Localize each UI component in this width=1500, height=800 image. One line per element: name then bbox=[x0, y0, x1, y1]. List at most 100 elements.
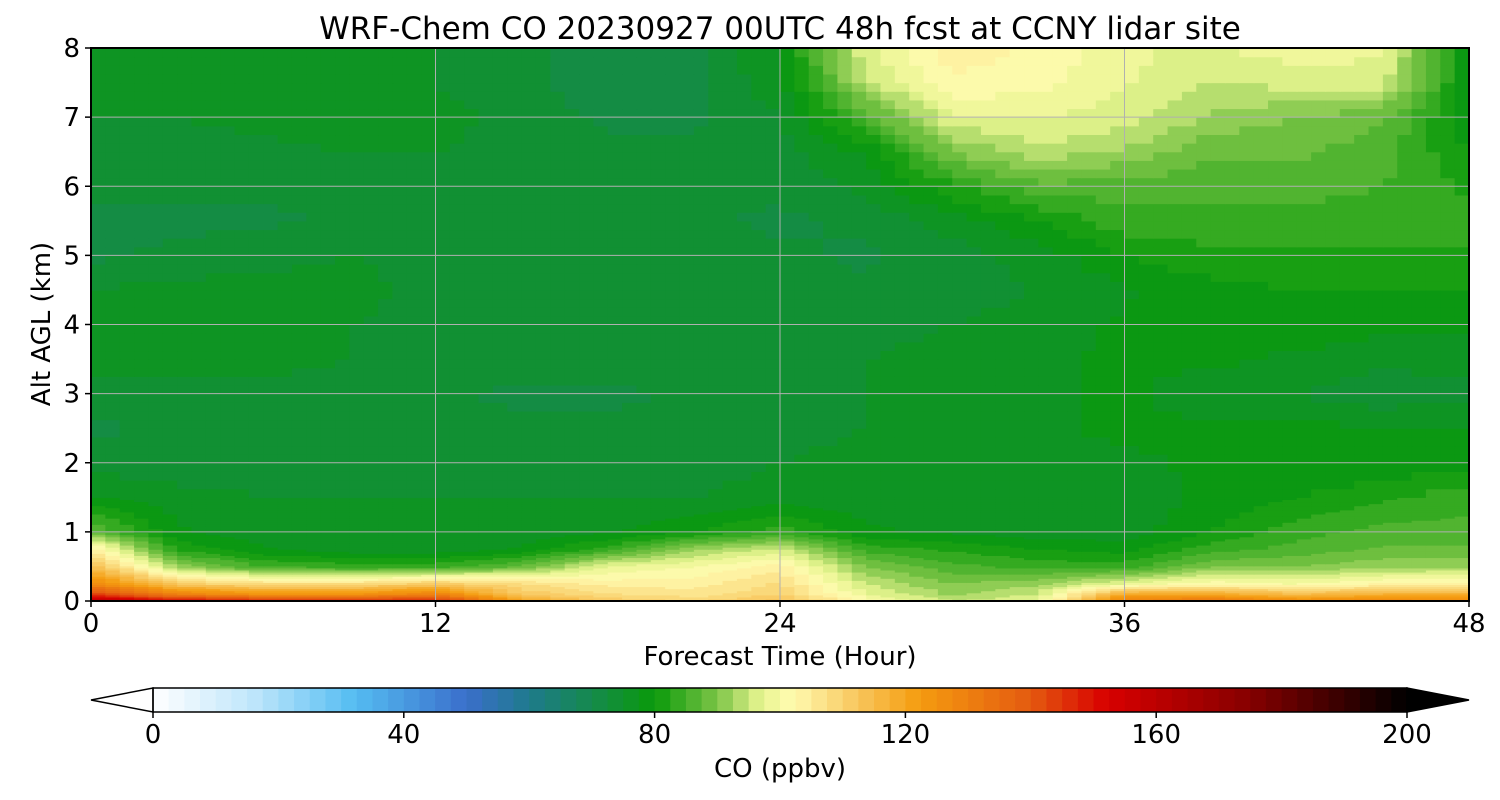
heatmap-cell bbox=[636, 551, 652, 554]
heatmap-cell bbox=[421, 584, 437, 588]
heatmap-cell bbox=[363, 528, 379, 532]
heatmap-cell bbox=[349, 590, 365, 594]
heatmap-cell bbox=[851, 549, 867, 552]
heatmap-cell bbox=[708, 503, 724, 507]
heatmap-cell bbox=[622, 488, 638, 498]
heatmap-cell bbox=[449, 526, 465, 530]
heatmap-cell bbox=[1167, 536, 1183, 540]
heatmap-cell bbox=[980, 538, 996, 542]
heatmap-cell bbox=[148, 538, 164, 542]
heatmap-cell bbox=[220, 499, 236, 503]
heatmap-cell bbox=[593, 518, 609, 521]
heatmap-cell bbox=[765, 569, 781, 573]
heatmap-cell bbox=[1397, 532, 1413, 536]
heatmap-cell bbox=[148, 540, 164, 544]
heatmap-cell bbox=[148, 515, 164, 519]
heatmap-cell bbox=[966, 507, 982, 511]
heatmap-cell bbox=[679, 557, 695, 561]
heatmap-cell bbox=[1224, 576, 1240, 579]
heatmap-cell bbox=[564, 557, 580, 561]
heatmap-cell bbox=[1311, 571, 1327, 575]
heatmap-cell bbox=[291, 522, 307, 525]
heatmap-cell bbox=[1282, 534, 1298, 538]
heatmap-cell bbox=[1268, 545, 1283, 548]
heatmap-cell bbox=[1124, 518, 1140, 521]
heatmap-cell bbox=[248, 488, 264, 498]
heatmap-cell bbox=[91, 497, 106, 500]
heatmap-cell bbox=[91, 526, 106, 530]
heatmap-cell bbox=[995, 594, 1011, 598]
heatmap-cell bbox=[1024, 480, 1039, 490]
heatmap-cell bbox=[1124, 551, 1140, 554]
heatmap-cell bbox=[191, 542, 207, 546]
heatmap-cell bbox=[263, 565, 279, 569]
heatmap-cell bbox=[392, 594, 408, 598]
heatmap-cell bbox=[1095, 567, 1111, 571]
heatmap-cell bbox=[277, 557, 293, 561]
heatmap-cell bbox=[966, 515, 982, 519]
heatmap-cell bbox=[1081, 592, 1097, 596]
heatmap-cell bbox=[306, 555, 322, 559]
heatmap-cell bbox=[177, 499, 193, 503]
heatmap-cell bbox=[392, 588, 408, 592]
heatmap-cell bbox=[91, 547, 106, 550]
heatmap-cell bbox=[349, 580, 365, 583]
heatmap-cell bbox=[665, 528, 681, 532]
heatmap-cell bbox=[866, 528, 882, 532]
heatmap-cell bbox=[823, 580, 839, 583]
heatmap-cell bbox=[1339, 582, 1355, 586]
heatmap-cell bbox=[105, 522, 121, 525]
heatmap-cell bbox=[1296, 538, 1312, 542]
heatmap-cell bbox=[665, 540, 681, 544]
heatmap-cell bbox=[1296, 555, 1312, 559]
heatmap-cell bbox=[909, 505, 925, 509]
heatmap-cell bbox=[1296, 590, 1312, 594]
heatmap-cell bbox=[335, 545, 350, 548]
heatmap-cell bbox=[1368, 563, 1384, 567]
heatmap-cell bbox=[177, 551, 193, 554]
heatmap-cell bbox=[823, 578, 839, 581]
heatmap-cell bbox=[765, 592, 781, 596]
heatmap-cell bbox=[607, 522, 623, 525]
heatmap-cell bbox=[1253, 596, 1269, 600]
heatmap-cell bbox=[1239, 555, 1255, 559]
heatmap-cell bbox=[693, 488, 709, 498]
heatmap-cell bbox=[1397, 586, 1413, 590]
heatmap-cell bbox=[837, 576, 853, 579]
heatmap-cell bbox=[335, 592, 350, 596]
heatmap-cell bbox=[1368, 565, 1384, 569]
heatmap-cell bbox=[464, 526, 480, 530]
heatmap-cell bbox=[593, 536, 609, 540]
heatmap-cell bbox=[1024, 528, 1039, 532]
heatmap-cell bbox=[909, 545, 925, 548]
heatmap-cell bbox=[421, 509, 437, 513]
heatmap-cell bbox=[492, 499, 508, 503]
heatmap-cell bbox=[909, 586, 925, 590]
heatmap-cell bbox=[607, 526, 623, 530]
heatmap-cell bbox=[507, 507, 523, 511]
heatmap-cell bbox=[191, 555, 207, 559]
heatmap-cell bbox=[1024, 551, 1039, 554]
heatmap-cell bbox=[392, 596, 408, 600]
heatmap-cell bbox=[636, 559, 652, 563]
heatmap-cell bbox=[780, 501, 795, 505]
heatmap-cell bbox=[1253, 522, 1269, 525]
heatmap-cell bbox=[1325, 571, 1341, 575]
heatmap-cell bbox=[1411, 588, 1427, 592]
heatmap-cell bbox=[1397, 574, 1413, 577]
heatmap-cell bbox=[1095, 598, 1111, 601]
heatmap-cell bbox=[1253, 480, 1269, 490]
heatmap-cell bbox=[765, 526, 781, 530]
heatmap-cell bbox=[220, 518, 236, 521]
heatmap-cell bbox=[679, 503, 695, 507]
heatmap-cell bbox=[1454, 540, 1469, 544]
heatmap-cell bbox=[162, 578, 178, 581]
heatmap-cell bbox=[823, 574, 839, 577]
heatmap-cell bbox=[1196, 571, 1212, 575]
heatmap-cell bbox=[909, 567, 925, 571]
heatmap-cell bbox=[277, 538, 293, 542]
heatmap-cell bbox=[1110, 551, 1126, 554]
heatmap-cell bbox=[306, 576, 322, 579]
heatmap-cell bbox=[1210, 567, 1226, 571]
heatmap-cell bbox=[579, 582, 594, 586]
